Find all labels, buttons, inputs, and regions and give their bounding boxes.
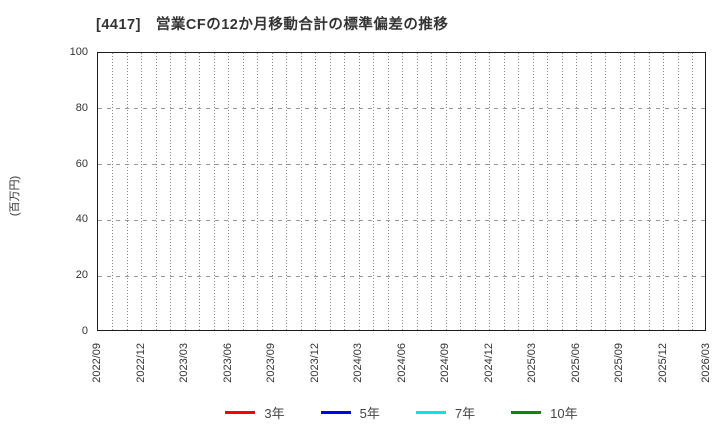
- x-tick-label: 2025/03: [526, 343, 538, 383]
- legend-label: 10年: [550, 406, 578, 421]
- x-tick-label: 2024/03: [352, 343, 364, 383]
- v-gridline: [692, 53, 693, 330]
- legend-item: 3年: [225, 403, 285, 422]
- v-gridline: [126, 53, 128, 330]
- v-gridline: [155, 53, 157, 330]
- legend-item: 10年: [511, 403, 578, 422]
- h-gridline: [98, 275, 705, 277]
- legend-line-icon: [511, 411, 542, 414]
- v-gridline: [358, 53, 360, 330]
- x-tick-label: 2025/09: [613, 343, 625, 383]
- x-tick-label: 2022/09: [91, 343, 103, 383]
- legend-line-icon: [415, 411, 446, 414]
- y-tick-label: 60: [75, 157, 88, 170]
- legend-label: 7年: [454, 406, 476, 421]
- legend: 3年 5年 7年 10年: [97, 403, 706, 422]
- v-gridline: [561, 53, 563, 330]
- v-gridline: [242, 53, 244, 330]
- v-gridline: [576, 53, 577, 330]
- v-gridline: [431, 53, 432, 330]
- y-tick-label: 80: [75, 101, 88, 114]
- x-tick-label: 2022/12: [134, 343, 147, 383]
- v-gridline: [648, 53, 650, 330]
- x-tick-label: 2023/03: [178, 343, 190, 383]
- v-gridline: [199, 53, 200, 330]
- v-gridline: [170, 53, 171, 330]
- v-gridline: [460, 53, 461, 330]
- x-tick-label: 2026/03: [700, 343, 712, 383]
- legend-label: 5年: [359, 406, 380, 421]
- v-gridline: [590, 53, 592, 330]
- x-tick-label: 2025/06: [569, 343, 582, 383]
- v-gridline: [619, 53, 621, 330]
- h-gridline: [98, 219, 705, 221]
- v-gridline: [184, 53, 186, 330]
- v-gridline: [518, 53, 519, 330]
- h-gridline: [98, 164, 705, 166]
- legend-label: 3年: [264, 406, 285, 421]
- v-gridline: [271, 53, 273, 330]
- y-tick-label: 20: [75, 269, 88, 282]
- legend-line-icon: [320, 411, 351, 414]
- v-gridline: [474, 53, 476, 330]
- y-tick-label: 100: [69, 46, 88, 58]
- v-gridline: [329, 53, 331, 330]
- v-gridline: [141, 53, 142, 330]
- v-gridline: [315, 53, 316, 330]
- v-gridline: [213, 53, 215, 330]
- v-gridline: [387, 53, 389, 330]
- h-gridline: [98, 108, 705, 110]
- x-tick-label: 2023/06: [221, 343, 234, 383]
- v-gridline: [257, 53, 258, 330]
- v-gridline: [547, 53, 548, 330]
- x-tick-label: 2024/06: [395, 343, 408, 383]
- x-tick-label: 2023/12: [308, 343, 321, 383]
- v-gridline: [445, 53, 447, 330]
- v-gridline: [402, 53, 403, 330]
- v-gridline: [344, 53, 345, 330]
- v-gridline: [634, 53, 635, 330]
- v-gridline: [416, 53, 418, 330]
- x-tick-label: 2025/12: [656, 343, 669, 383]
- v-gridline: [605, 53, 606, 330]
- v-gridline: [663, 53, 664, 330]
- v-gridline: [300, 53, 302, 330]
- legend-item: 7年: [415, 403, 476, 422]
- legend-line-icon: [225, 411, 256, 414]
- y-tick-label: 40: [75, 213, 88, 226]
- x-tick-label: 2023/09: [265, 343, 277, 383]
- v-gridline: [286, 53, 287, 330]
- v-gridline: [228, 53, 229, 330]
- v-gridline: [503, 53, 505, 330]
- plot-area: [97, 52, 706, 331]
- chart-title: [4417] 営業CFの12か月移動合計の標準偏差の推移: [96, 17, 449, 33]
- x-tick-label: 2024/12: [482, 343, 495, 383]
- x-tick-label: 2024/09: [439, 343, 451, 383]
- y-axis-title: (百万円): [9, 175, 21, 217]
- v-gridline: [112, 53, 113, 330]
- v-gridline: [489, 53, 490, 330]
- v-gridline: [532, 53, 534, 330]
- v-gridline: [373, 53, 374, 330]
- legend-item: 5年: [320, 403, 380, 422]
- y-tick-label: 0: [81, 325, 88, 337]
- v-gridline: [677, 53, 679, 330]
